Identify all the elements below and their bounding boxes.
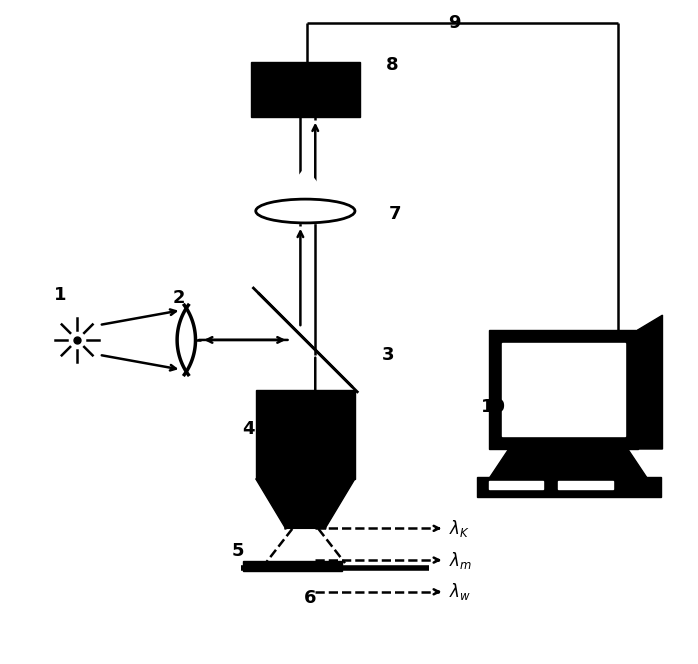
Polygon shape: [264, 169, 347, 223]
Text: 6: 6: [304, 589, 317, 607]
Bar: [251, 62, 360, 117]
Bar: [255, 390, 355, 479]
Text: 3: 3: [381, 346, 394, 364]
Polygon shape: [489, 449, 648, 479]
Text: 10: 10: [482, 398, 506, 416]
Text: 9: 9: [448, 13, 461, 32]
Polygon shape: [638, 315, 662, 449]
Bar: [558, 481, 613, 489]
Bar: [502, 343, 625, 436]
Bar: [489, 330, 638, 449]
Text: $\lambda_{m}$: $\lambda_{m}$: [450, 550, 473, 570]
Text: $\lambda_{K}$: $\lambda_{K}$: [450, 518, 470, 539]
Text: 1: 1: [54, 286, 66, 304]
Bar: [489, 481, 544, 489]
Text: 2: 2: [173, 290, 186, 307]
Text: 5: 5: [232, 542, 244, 560]
Polygon shape: [255, 479, 355, 529]
Ellipse shape: [255, 199, 355, 223]
Text: $\lambda_{w}$: $\lambda_{w}$: [450, 581, 471, 602]
Text: 4: 4: [242, 420, 255, 438]
Bar: [477, 477, 660, 497]
Bar: [243, 561, 342, 571]
Text: 7: 7: [388, 205, 401, 223]
Text: 8: 8: [386, 56, 399, 74]
